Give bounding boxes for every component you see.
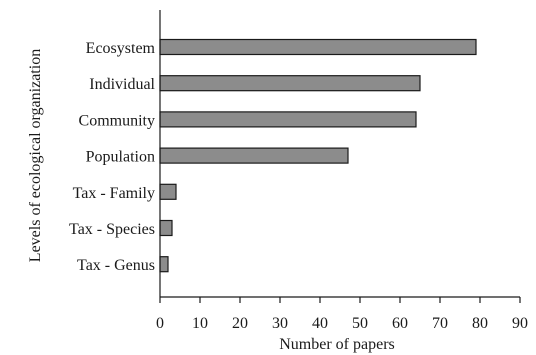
x-tick-label: 90 xyxy=(512,315,528,332)
category-label: Tax - Species xyxy=(69,221,155,238)
category-label: Community xyxy=(79,112,155,129)
bar-ecosystem xyxy=(159,38,477,56)
bar-individual xyxy=(159,75,421,92)
x-tick-label: 20 xyxy=(232,315,248,332)
x-tick-label: 30 xyxy=(272,315,288,332)
category-label: Individual xyxy=(89,76,155,93)
category-label: Population xyxy=(86,149,155,166)
x-tick-label: 0 xyxy=(156,315,164,332)
bar-community xyxy=(159,111,417,128)
x-tick-label: 70 xyxy=(432,315,448,332)
category-label: Ecosystem xyxy=(86,40,156,57)
category-label: Tax - Genus xyxy=(77,257,155,274)
bar-tax-family xyxy=(159,183,177,200)
bar-tax-species xyxy=(159,219,173,237)
x-tick-label: 40 xyxy=(312,315,328,332)
bar-tax-genus xyxy=(159,256,169,273)
x-tick-label: 80 xyxy=(472,315,488,332)
bars xyxy=(159,38,477,273)
bar-population xyxy=(159,147,349,164)
y-axis-title: Levels of ecological organization xyxy=(27,49,44,262)
x-tick-label: 60 xyxy=(392,315,408,332)
category-label: Tax - Family xyxy=(73,185,155,202)
category-labels: Ecosystem Individual Community Population Ta… xyxy=(69,40,156,274)
x-axis-ticks: 0 10 20 30 40 50 60 70 80 90 xyxy=(156,297,528,332)
x-tick-label: 50 xyxy=(352,315,368,332)
x-tick-label: 10 xyxy=(192,315,208,332)
x-axis-title: Number of papers xyxy=(279,336,395,353)
